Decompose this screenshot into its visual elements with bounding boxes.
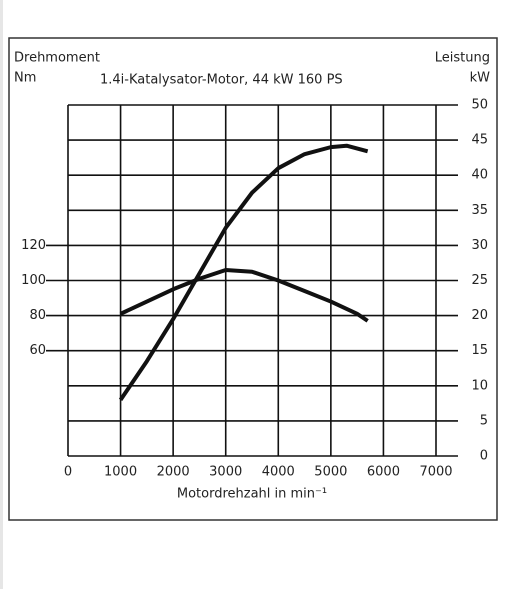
y-tick-label: 100 <box>21 273 46 288</box>
frame <box>8 37 498 521</box>
y2-tick-label: 15 <box>471 343 488 358</box>
line <box>119 267 369 323</box>
y2-tick-label: 0 <box>480 449 488 464</box>
x-tick-label: 4000 <box>262 465 295 480</box>
y2-tick-label: 5 <box>480 413 488 428</box>
y2-tick-label: 35 <box>471 203 488 218</box>
subtitle: 1.4i-Katalysator-Motor, 44 kW 160 PS <box>100 73 343 88</box>
y2-tick-label: 20 <box>471 308 488 323</box>
y-tick-label: 80 <box>29 308 46 323</box>
x-axis-title: Motordrehzahl in min⁻¹ <box>177 487 327 502</box>
y-tick-label: 60 <box>29 343 46 358</box>
y2-tick-label: 25 <box>471 273 488 288</box>
edge <box>0 0 3 589</box>
line <box>118 143 369 401</box>
y2-tick-label: 40 <box>471 168 488 183</box>
y2-tick-label: 45 <box>471 133 488 148</box>
left-axis-title: Drehmoment <box>14 51 100 66</box>
x-tick-label: 5000 <box>314 465 347 480</box>
left-axis-unit: Nm <box>14 71 36 86</box>
right-axis-title: Leistung <box>435 51 490 66</box>
x-tick-label: 6000 <box>367 465 400 480</box>
x-tick-label: 0 <box>64 465 72 480</box>
y2-tick-label: 50 <box>471 98 488 113</box>
y2-tick-label: 10 <box>471 378 488 393</box>
y2-tick-label: 30 <box>471 238 488 253</box>
x-tick-label: 1000 <box>104 465 137 480</box>
right-axis-unit: kW <box>470 71 491 86</box>
x-tick-label: 7000 <box>419 465 452 480</box>
x-tick-label: 2000 <box>157 465 190 480</box>
y-tick-label: 120 <box>21 238 46 253</box>
x-tick-label: 3000 <box>209 465 242 480</box>
